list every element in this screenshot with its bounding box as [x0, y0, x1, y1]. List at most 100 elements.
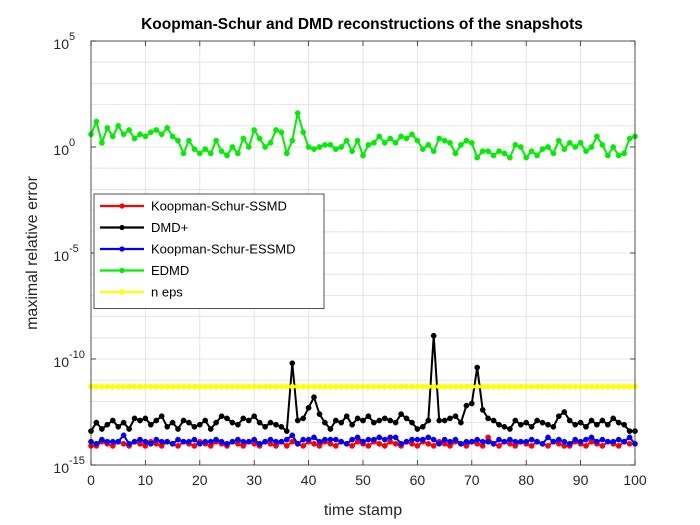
data-point: [202, 438, 209, 445]
data-point: [294, 383, 301, 390]
data-point: [202, 383, 209, 390]
data-point: [588, 417, 595, 424]
data-point: [191, 383, 198, 390]
data-point: [245, 417, 252, 424]
data-point: [104, 438, 111, 445]
data-point: [436, 383, 443, 390]
data-point: [566, 417, 573, 424]
data-point: [610, 144, 617, 150]
data-point: [251, 383, 258, 390]
data-point: [147, 440, 154, 447]
data-point: [224, 383, 230, 390]
data-point: [109, 383, 116, 390]
data-point: [545, 443, 551, 449]
data-point: [610, 438, 617, 445]
data-point: [430, 148, 437, 155]
data-point: [224, 440, 230, 447]
series-n-eps: [88, 383, 638, 390]
data-point: [343, 440, 350, 447]
data-point: [245, 383, 252, 390]
data-point: [572, 436, 579, 443]
data-point: [566, 383, 573, 390]
data-point: [479, 383, 486, 390]
data-point: [436, 135, 443, 142]
data-point: [479, 407, 486, 413]
data-point: [403, 383, 410, 390]
data-point: [626, 428, 633, 434]
data-point: [180, 150, 187, 157]
data-point: [577, 383, 584, 390]
data-point: [468, 400, 475, 407]
data-point: [153, 127, 160, 133]
data-point: [240, 383, 247, 390]
data-point: [371, 139, 377, 146]
data-point: [131, 135, 138, 142]
x-tick-label: 30: [246, 472, 262, 488]
x-tick-label: 0: [87, 472, 95, 488]
data-point: [594, 438, 600, 445]
data-point: [365, 413, 372, 420]
data-point: [164, 423, 171, 430]
data-point: [131, 415, 138, 422]
data-point: [278, 423, 285, 430]
data-point: [534, 417, 540, 424]
data-point: [316, 144, 323, 150]
data-point: [115, 438, 122, 445]
data-point: [186, 438, 192, 445]
data-point: [99, 436, 105, 443]
data-point: [213, 419, 219, 426]
data-point: [311, 434, 317, 441]
data-point: [186, 419, 192, 426]
data-point: [409, 131, 415, 138]
data-point: [534, 383, 540, 390]
data-point: [196, 383, 203, 390]
data-point: [398, 411, 404, 417]
data-point: [490, 383, 497, 390]
data-point: [447, 438, 453, 445]
data-point: [436, 440, 443, 447]
data-point: [262, 423, 268, 430]
x-tick-label: 90: [573, 472, 589, 488]
data-point: [343, 413, 350, 420]
data-point: [381, 443, 388, 449]
data-point: [507, 154, 513, 161]
data-point: [414, 137, 421, 144]
data-point: [327, 436, 334, 443]
data-point: [490, 440, 497, 447]
data-point: [131, 438, 138, 445]
y-tick-base: 10: [53, 36, 69, 52]
data-point: [371, 383, 377, 390]
data-point: [137, 383, 143, 390]
data-point: [583, 148, 589, 155]
data-point: [577, 419, 584, 426]
data-point: [409, 383, 415, 390]
x-axis: 0 10 20 30 40 50 60 70 80 90 100: [87, 41, 647, 488]
data-point: [371, 419, 377, 426]
series-koopman-schur-essmd: [88, 432, 638, 447]
data-point: [169, 133, 176, 140]
data-point: [392, 434, 399, 441]
data-point: [349, 148, 355, 155]
data-point: [604, 152, 611, 159]
data-point: [539, 419, 546, 426]
data-point: [425, 440, 432, 447]
data-point: [501, 383, 508, 390]
data-point: [164, 383, 171, 390]
data-point: [224, 415, 230, 422]
data-point: [218, 383, 225, 390]
data-point: [430, 332, 437, 339]
data-point: [332, 443, 339, 449]
data-point: [354, 415, 361, 422]
data-point: [126, 383, 132, 390]
y-tick-exponent: 5: [69, 31, 75, 43]
x-tick-label: 80: [518, 472, 534, 488]
data-point: [528, 148, 535, 155]
data-point: [267, 419, 274, 426]
data-point: [496, 421, 502, 428]
x-tick-label: 50: [355, 472, 371, 488]
data-point: [485, 383, 491, 390]
data-point: [376, 440, 383, 447]
data-point: [621, 383, 627, 390]
data-point: [550, 423, 557, 430]
